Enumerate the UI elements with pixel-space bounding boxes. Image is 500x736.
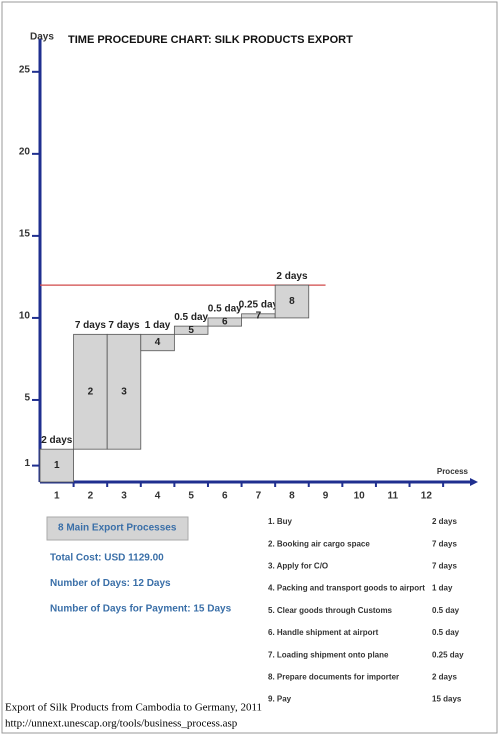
summary-line: Total Cost: USD 1129.00 — [50, 553, 164, 564]
x-tick-label: 12 — [421, 491, 433, 502]
process-name: 6. Handle shipment at airport — [268, 628, 379, 637]
bar-duration-label: 7 days — [75, 320, 107, 331]
summary-box — [46, 516, 189, 541]
bar — [207, 317, 242, 327]
bar-duration-label: 2 days — [276, 271, 308, 282]
x-tick-label: 7 — [256, 491, 262, 502]
summary-box-text: 8 Main Export Processes — [58, 523, 177, 534]
x-tick-label: 11 — [387, 491, 398, 502]
bar-duration-label: 2 days — [41, 435, 73, 446]
process-duration: 1 day — [432, 584, 453, 593]
summary-line: Number of Days for Payment: 15 Days — [50, 604, 232, 615]
process-duration: 2 days — [432, 517, 457, 526]
process-name: 1. Buy — [268, 517, 293, 526]
bar — [173, 325, 209, 335]
process-duration: 15 days — [432, 695, 462, 704]
process-name: 8. Prepare documents for importer — [268, 673, 399, 682]
x-tick-label: 1 — [54, 491, 60, 502]
process-name: 4. Packing and transport goods to airpor… — [268, 584, 425, 593]
bar-process-number: 7 — [256, 311, 262, 322]
process-duration: 0.5 day — [432, 628, 460, 637]
caption: Export of Silk Products from Cambodia to… — [5, 702, 262, 714]
chart-title: TIME PROCEDURE CHART: SILK PRODUCTS EXPO… — [68, 34, 353, 46]
x-tick-label: 9 — [323, 491, 329, 502]
bar-duration-label: 0.5 day — [174, 312, 208, 323]
process-name: 3. Apply for C/O — [268, 562, 328, 571]
y-axis-label: Days — [30, 32, 54, 43]
bar-duration-label: 0.5 day — [208, 304, 242, 315]
bar-duration-label: 0.25 day — [239, 299, 279, 310]
x-tick-label: 3 — [121, 491, 127, 502]
bar-process-number: 5 — [188, 325, 194, 336]
bar-process-number: 1 — [54, 460, 60, 471]
y-tick-label: 1 — [24, 458, 30, 469]
process-name: 5. Clear goods through Customs — [268, 606, 393, 615]
bar — [73, 333, 108, 450]
x-tick-label: 6 — [222, 491, 228, 502]
y-tick-label: 15 — [19, 229, 31, 240]
process-name: 9. Pay — [268, 695, 292, 704]
x-tick-label: 8 — [289, 491, 295, 502]
bar — [39, 448, 74, 483]
process-duration: 2 days — [432, 673, 457, 682]
bar-process-number: 8 — [289, 296, 295, 307]
bar-process-number: 3 — [121, 386, 127, 397]
y-tick-label: 25 — [19, 64, 31, 75]
y-tick-label: 5 — [24, 393, 30, 404]
bar-duration-label: 1 day — [145, 320, 171, 331]
x-tick-label: 4 — [155, 491, 161, 502]
process-name: 2. Booking air cargo space — [268, 539, 370, 548]
bar — [274, 284, 310, 319]
process-duration: 7 days — [432, 539, 457, 548]
process-duration: 7 days — [432, 562, 457, 571]
bar — [140, 333, 175, 352]
process-name: 7. Loading shipment onto plane — [268, 650, 389, 659]
x-axis-arrow — [470, 478, 478, 486]
x-tick-label: 2 — [88, 491, 94, 502]
caption: http://unnext.unescap.org/tools/business… — [5, 718, 238, 730]
bar-duration-label: 7 days — [108, 320, 140, 331]
process-duration: 0.5 day — [432, 606, 460, 615]
bar-process-number: 4 — [155, 337, 161, 348]
x-tick-label: 5 — [188, 491, 194, 502]
y-tick-label: 20 — [19, 146, 31, 157]
bar-process-number: 6 — [222, 317, 228, 328]
x-axis-label: Process — [437, 467, 469, 476]
bar — [106, 333, 142, 450]
summary-line: Number of Days: 12 Days — [50, 578, 171, 589]
y-tick-label: 10 — [19, 311, 31, 322]
x-tick-label: 10 — [354, 491, 366, 502]
bar-process-number: 2 — [88, 386, 94, 397]
process-duration: 0.25 day — [432, 650, 464, 659]
